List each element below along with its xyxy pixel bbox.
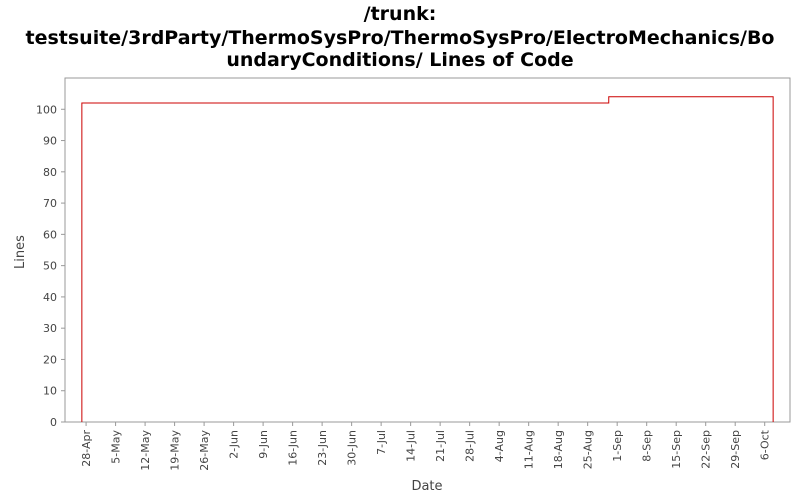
x-tick-label: 2-Jun <box>228 430 241 459</box>
chart-title-line: testsuite/3rdParty/ThermoSysPro/ThermoSy… <box>26 27 775 49</box>
x-tick-label: 15-Sep <box>670 430 683 469</box>
x-tick-label: 23-Jun <box>316 430 329 466</box>
x-tick-label: 11-Aug <box>523 430 536 469</box>
x-tick-label: 6-Oct <box>759 429 772 460</box>
plot-area <box>64 77 791 423</box>
x-axis-label: Date <box>411 479 442 494</box>
y-tick-label: 100 <box>36 103 57 116</box>
x-tick-label: 4-Aug <box>493 430 506 462</box>
x-tick-label: 8-Sep <box>641 430 654 462</box>
y-tick-label: 40 <box>43 291 57 304</box>
x-tick-label: 19-May <box>169 430 182 471</box>
x-tick-label: 30-Jun <box>346 430 359 466</box>
y-tick-label: 60 <box>43 228 57 241</box>
y-tick-label: 0 <box>50 416 57 429</box>
x-tick-label: 12-May <box>139 430 152 471</box>
y-tick-label: 90 <box>43 135 57 148</box>
y-axis-label: Lines <box>13 235 28 269</box>
y-tick-label: 80 <box>43 166 57 179</box>
y-tick-label: 10 <box>43 385 57 398</box>
x-tick-label: 28-Apr <box>80 430 93 467</box>
x-tick-label: 16-Jun <box>287 430 300 466</box>
x-tick-label: 1-Sep <box>611 430 624 462</box>
chart-title-line: /trunk: <box>364 3 437 25</box>
x-tick-label: 14-Jul <box>405 430 418 462</box>
x-tick-label: 9-Jun <box>257 430 270 459</box>
x-tick-label: 18-Aug <box>552 430 565 469</box>
x-tick-label: 25-Aug <box>582 430 595 469</box>
x-tick-label: 21-Jul <box>434 430 447 462</box>
x-tick-label: 5-May <box>110 430 123 464</box>
line-series <box>81 96 774 422</box>
x-tick-label: 26-May <box>198 430 211 471</box>
y-tick-label: 70 <box>43 197 57 210</box>
x-tick-label: 29-Sep <box>729 430 742 469</box>
x-tick-label: 22-Sep <box>700 430 713 469</box>
x-tick-label: 7-Jul <box>375 430 388 455</box>
x-tick-label: 28-Jul <box>464 430 477 462</box>
y-tick-label: 30 <box>43 322 57 335</box>
y-tick-label: 20 <box>43 353 57 366</box>
y-tick-label: 50 <box>43 260 57 273</box>
chart-title-line: undaryConditions/ Lines of Code <box>226 49 573 71</box>
